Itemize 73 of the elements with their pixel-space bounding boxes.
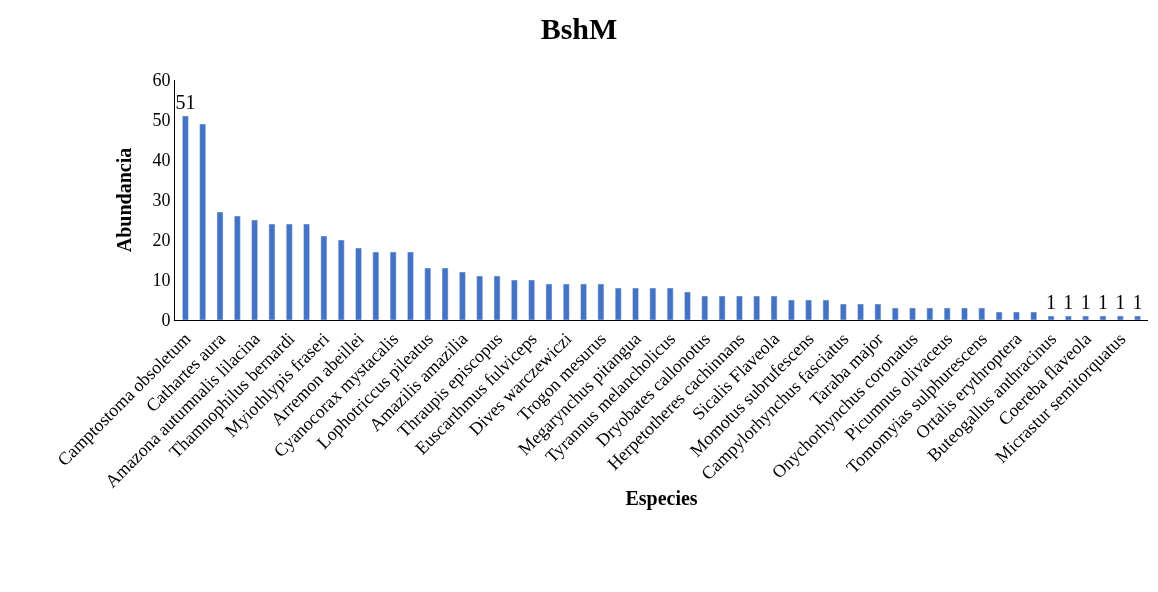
bar (1134, 315, 1141, 320)
y-tick-label: 50 (152, 110, 171, 131)
bar (943, 307, 951, 320)
bar (528, 279, 535, 320)
bar (372, 251, 380, 320)
bar (978, 307, 986, 320)
bar (597, 283, 605, 320)
bar (718, 295, 726, 320)
bar (563, 283, 570, 320)
bar (320, 235, 328, 320)
bar (389, 251, 397, 320)
bar (822, 299, 830, 320)
bar (441, 267, 449, 320)
y-tick-label: 20 (152, 230, 171, 251)
bar (614, 287, 622, 320)
bar (182, 115, 189, 320)
bar (891, 307, 899, 320)
bar (1099, 315, 1107, 320)
x-axis-title: Especies (625, 486, 698, 510)
data-label: 51 (175, 91, 196, 113)
bar (701, 295, 709, 320)
bar (1047, 315, 1055, 320)
bar (199, 123, 206, 320)
y-tick-label: 60 (152, 70, 171, 91)
bar (476, 275, 483, 320)
bar (788, 299, 795, 320)
bar (805, 299, 812, 320)
bar (285, 223, 293, 320)
data-label: 1 (1080, 291, 1091, 313)
chart-title: BshM (540, 11, 618, 45)
bar (961, 307, 968, 320)
bar (874, 303, 882, 320)
bar (493, 275, 501, 320)
bar (926, 307, 934, 320)
bar (1030, 311, 1038, 320)
bar (684, 291, 691, 320)
bar (1013, 311, 1020, 320)
y-tick-label: 10 (152, 270, 171, 291)
y-tick-label: 40 (152, 150, 171, 171)
bar (1065, 315, 1072, 320)
bar (857, 303, 864, 320)
bar (580, 283, 587, 320)
data-label: 1 (1132, 291, 1143, 313)
bar (216, 211, 224, 320)
bar (649, 287, 657, 320)
bar (995, 311, 1003, 320)
bar (909, 307, 916, 320)
bar (459, 271, 466, 320)
data-label: 1 (1115, 291, 1126, 313)
bar (1117, 315, 1124, 320)
data-label: 1 (1097, 291, 1108, 313)
bar (234, 215, 241, 320)
bar (753, 295, 760, 320)
bar (303, 223, 310, 320)
bar (355, 247, 362, 320)
bar (632, 287, 639, 320)
data-label: 1 (1063, 291, 1074, 313)
bar (268, 223, 276, 320)
bar (1082, 315, 1089, 320)
y-tick-label: 30 (152, 190, 171, 211)
bar (840, 303, 847, 320)
y-axis-title: Abundancia (112, 147, 135, 253)
bar (511, 279, 518, 320)
bar (770, 295, 778, 320)
data-label: 1 (1046, 291, 1057, 313)
bar (736, 295, 743, 320)
y-tick-label: 0 (161, 310, 171, 331)
bar (337, 239, 345, 320)
bar (251, 219, 258, 320)
bar (407, 251, 414, 320)
bar (545, 283, 553, 320)
bar (666, 287, 674, 320)
bar (424, 267, 432, 320)
